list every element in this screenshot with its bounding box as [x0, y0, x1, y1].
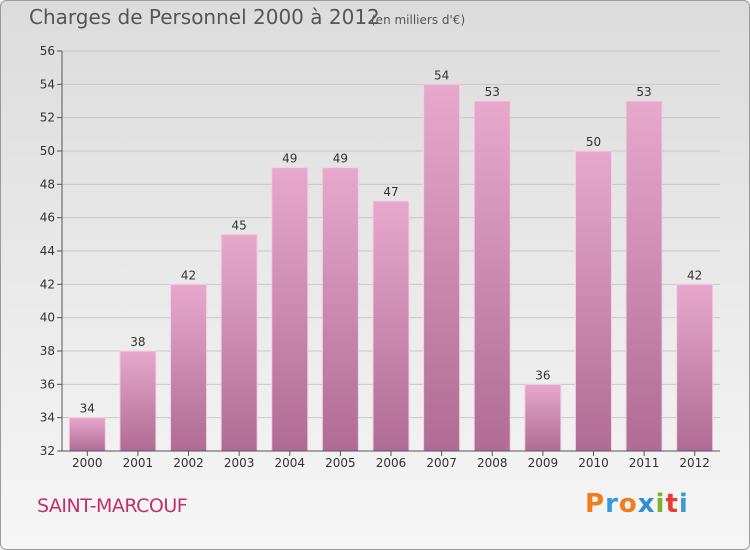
x-tick-label: 2007: [426, 456, 457, 470]
bar-value-label: 53: [485, 85, 500, 99]
bar-value-label: 42: [181, 268, 196, 282]
bar-2007: [423, 83, 461, 452]
axes: 32 34 36 38 40 42 44 46 48 50 52 54 56 2000 2001 2002 20…: [40, 44, 720, 470]
bar-2008: [473, 100, 511, 452]
bar-value-label: 36: [535, 368, 550, 382]
y-tick-label: 38: [40, 344, 55, 358]
bar-2010: [574, 150, 612, 452]
y-tick-label: 44: [40, 244, 55, 258]
x-tick-label: 2010: [578, 456, 609, 470]
commune-name: SAINT-MARCOUF: [37, 495, 188, 517]
bar-value-label: 45: [232, 218, 247, 232]
y-tick-label: 48: [40, 177, 55, 191]
y-tick-label: 36: [40, 377, 55, 391]
x-tick-label: 2005: [325, 456, 356, 470]
bar-2004: [271, 167, 309, 452]
x-tick-label: 2008: [477, 456, 508, 470]
y-tick-label: 40: [40, 311, 55, 325]
brand-letter: t: [665, 489, 679, 519]
x-tick-label: 2011: [629, 456, 660, 470]
bars: 34 38 42 45 49 49 47 54 53 36 50 53 42: [68, 68, 714, 452]
brand-letter: x: [637, 489, 656, 519]
bar-value-label: 50: [586, 135, 601, 149]
chart-title: Charges de Personnel 2000 à 2012: [29, 5, 380, 29]
bar-2005: [321, 167, 359, 452]
y-tick-label: 42: [40, 277, 55, 291]
x-tick-label: 2003: [224, 456, 255, 470]
brand-letter: P: [585, 489, 606, 519]
bar-2002: [170, 283, 208, 452]
brand-letter: r: [605, 489, 619, 519]
bar-value-label: 49: [282, 152, 297, 166]
bar-value-label: 53: [636, 85, 651, 99]
bar-2012: [676, 283, 714, 452]
brand-letter: o: [618, 489, 638, 519]
bar-2011: [625, 100, 663, 452]
y-tick-label: 46: [40, 211, 55, 225]
bar-value-label: 49: [333, 152, 348, 166]
x-tick-label: 2004: [274, 456, 305, 470]
chart-unit: (en milliers d'€): [371, 13, 466, 27]
bar-value-label: 42: [687, 268, 702, 282]
y-tick-label: 34: [40, 411, 55, 425]
bar-value-label: 54: [434, 68, 449, 82]
bar-2001: [119, 350, 157, 452]
y-tick-label: 52: [40, 111, 55, 125]
bar-2006: [372, 200, 410, 452]
bar-value-label: 38: [130, 335, 145, 349]
x-tick-label: 2006: [376, 456, 407, 470]
y-tick-label: 50: [40, 144, 55, 158]
brand-letter: i: [655, 489, 666, 519]
bar-value-label: 34: [80, 402, 95, 416]
bar-2000: [68, 417, 106, 452]
bar-2003: [220, 233, 258, 452]
proxiti-logo: Proxiti: [585, 489, 689, 519]
bar-2009: [524, 383, 562, 452]
x-tick-label: 2012: [679, 456, 710, 470]
x-tick-label: 2001: [123, 456, 154, 470]
y-tick-label: 32: [40, 444, 55, 458]
brand-letter: i: [678, 489, 689, 519]
x-tick-label: 2009: [528, 456, 559, 470]
bar-value-label: 47: [383, 185, 398, 199]
y-tick-label: 54: [40, 77, 55, 91]
y-tick-label: 56: [40, 44, 55, 58]
x-tick-label: 2002: [173, 456, 204, 470]
x-tick-label: 2000: [72, 456, 103, 470]
